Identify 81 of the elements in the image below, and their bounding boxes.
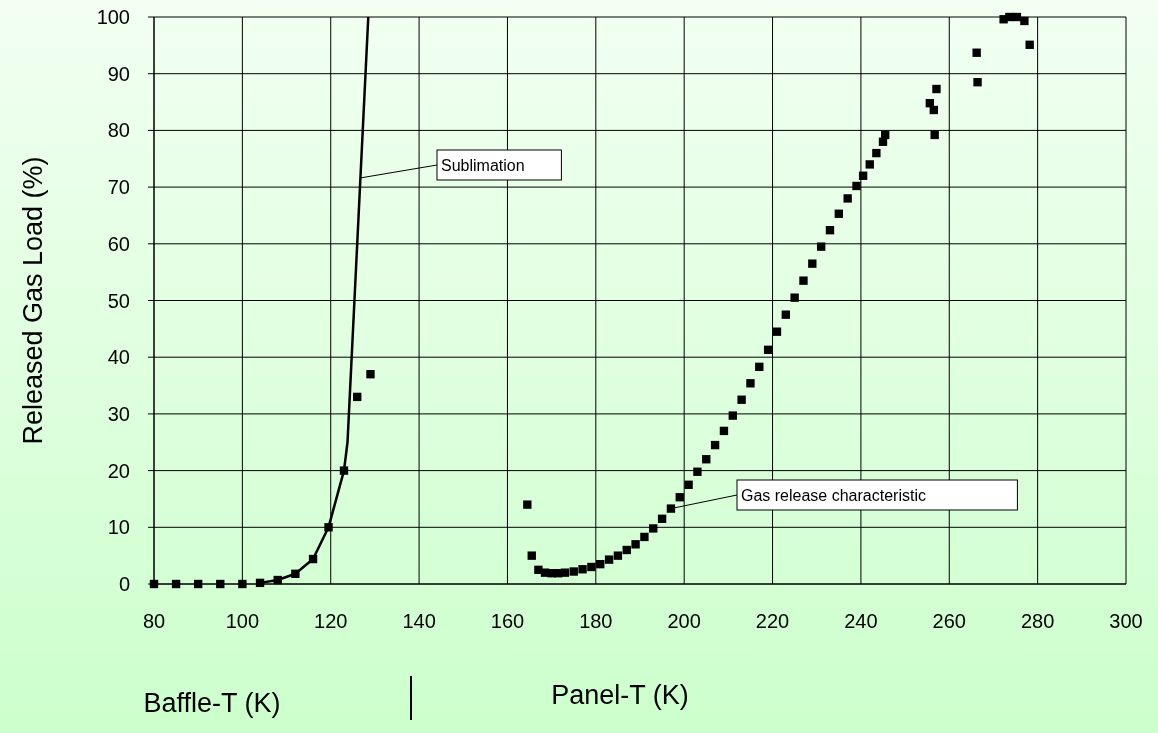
point — [843, 194, 852, 203]
point — [881, 130, 890, 140]
y-tick-label: 90 — [107, 62, 130, 85]
point — [799, 276, 808, 285]
point — [527, 551, 536, 560]
y-tick-label: 60 — [107, 232, 130, 255]
point — [604, 555, 614, 564]
annotation: Gas release characteristic — [741, 487, 926, 504]
point — [366, 370, 375, 379]
point — [1020, 16, 1029, 26]
point — [865, 160, 874, 169]
point — [657, 514, 667, 523]
point — [587, 562, 596, 572]
point — [858, 171, 868, 180]
y-tick-label: 40 — [107, 346, 130, 369]
point — [622, 545, 631, 555]
x-tick-label: 220 — [755, 610, 790, 632]
point — [238, 579, 247, 589]
point — [719, 426, 729, 436]
point — [929, 105, 938, 115]
x-tick-label: 180 — [579, 610, 613, 632]
y-tick-label: 50 — [107, 289, 130, 312]
point — [693, 467, 702, 476]
x-tick-label: 140 — [402, 610, 436, 632]
point — [763, 345, 773, 355]
y-tick-label: 20 — [107, 459, 130, 482]
y-tick-label: 100 — [96, 6, 130, 28]
y-tick-label: 0 — [118, 573, 130, 595]
x-tick-label: 300 — [1109, 610, 1143, 632]
point — [834, 209, 843, 218]
x-tick-label: 100 — [225, 610, 260, 632]
point — [631, 540, 640, 549]
y-tick-label: 80 — [107, 119, 130, 142]
point — [728, 411, 737, 420]
point — [578, 565, 587, 574]
point — [755, 362, 764, 372]
point — [746, 379, 755, 388]
point — [772, 327, 782, 336]
point — [666, 504, 676, 513]
point — [1025, 40, 1034, 49]
point — [816, 242, 826, 251]
point — [710, 440, 720, 450]
x-tick-label: 160 — [490, 610, 525, 632]
point — [930, 130, 939, 140]
point — [973, 78, 982, 87]
point — [560, 568, 570, 577]
x-tick-label: 80 — [142, 610, 166, 632]
point — [684, 480, 693, 489]
x-tick-label: 120 — [314, 610, 348, 632]
point — [781, 310, 790, 319]
point — [640, 532, 649, 542]
y-axis-title: Released Gas Load (%) — [18, 156, 48, 445]
x-tick-label: 200 — [667, 610, 701, 632]
point — [194, 579, 203, 589]
point — [613, 551, 623, 560]
point — [596, 559, 605, 569]
x-tick-label: 260 — [932, 610, 966, 632]
point — [932, 84, 941, 94]
point — [737, 395, 746, 404]
y-tick-label: 10 — [107, 516, 130, 539]
x-tick-label: 240 — [844, 610, 878, 632]
point — [872, 148, 881, 158]
x-axis-title: Baffle-T (K) — [143, 688, 281, 718]
point — [216, 579, 225, 589]
point — [675, 493, 684, 502]
point — [852, 181, 861, 191]
point — [353, 392, 362, 402]
point — [649, 524, 658, 533]
text: Panel-T (K) — [551, 680, 689, 710]
point — [808, 259, 817, 268]
y-tick-label: 30 — [107, 402, 130, 425]
point — [523, 500, 532, 509]
annotation: Sublimation — [441, 157, 525, 174]
point — [171, 579, 181, 589]
y-tick-label: 70 — [107, 176, 130, 199]
point — [825, 226, 835, 235]
point — [972, 48, 981, 57]
point — [790, 293, 799, 302]
point — [702, 455, 711, 464]
point — [569, 567, 578, 576]
x-tick-label: 280 — [1020, 610, 1055, 632]
